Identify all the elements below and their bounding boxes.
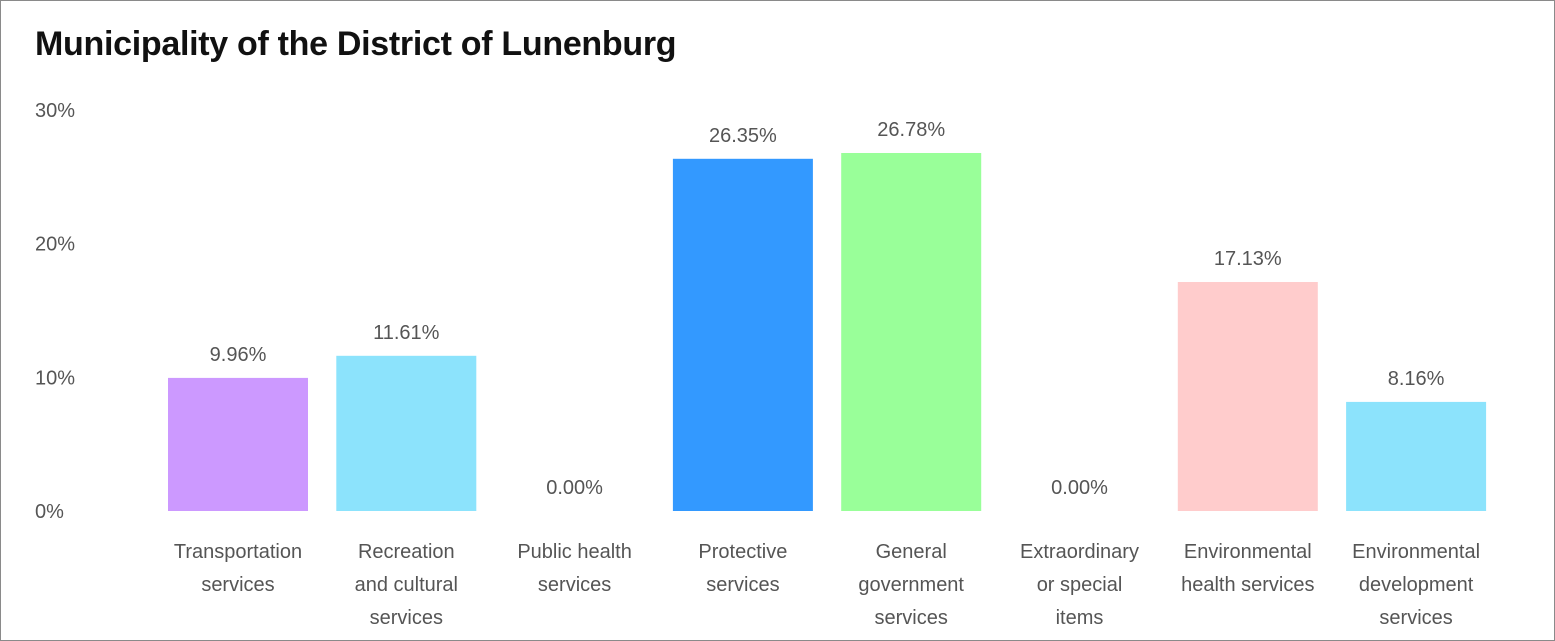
x-tick-label: Extraordinary or special items: [1020, 541, 1139, 629]
bar[interactable]: [336, 355, 477, 511]
data-label: 8.16%: [1388, 368, 1445, 390]
x-tick-label: Environmental health services: [1181, 541, 1314, 596]
data-label: 0.00%: [1051, 477, 1108, 499]
bar[interactable]: [672, 158, 813, 512]
x-tick-label: General government services: [858, 541, 964, 629]
x-tick-label: Environmental development services: [1352, 541, 1480, 629]
data-label: 9.96%: [210, 344, 267, 366]
data-label: 26.35%: [709, 125, 777, 147]
y-tick-label: 30%: [35, 100, 75, 122]
data-label: 17.13%: [1214, 248, 1282, 270]
bar[interactable]: [168, 377, 308, 511]
y-tick-label: 20%: [35, 234, 75, 256]
x-tick-label: Protective services: [698, 541, 787, 596]
y-tick-label: 0%: [35, 501, 64, 523]
bar[interactable]: [1177, 282, 1318, 511]
y-tick-label: 10%: [35, 367, 75, 389]
x-tick-label: Transportation services: [174, 541, 302, 596]
data-label: 0.00%: [546, 477, 603, 499]
x-tick-label: Recreation and cultural services: [355, 541, 458, 629]
bar[interactable]: [841, 153, 982, 511]
data-label: 26.78%: [877, 119, 945, 141]
bar[interactable]: [1346, 401, 1487, 511]
x-tick-label: Public health services: [517, 541, 632, 596]
data-label: 11.61%: [373, 322, 440, 344]
chart-title: Municipality of the District of Lunenbur…: [35, 25, 677, 63]
